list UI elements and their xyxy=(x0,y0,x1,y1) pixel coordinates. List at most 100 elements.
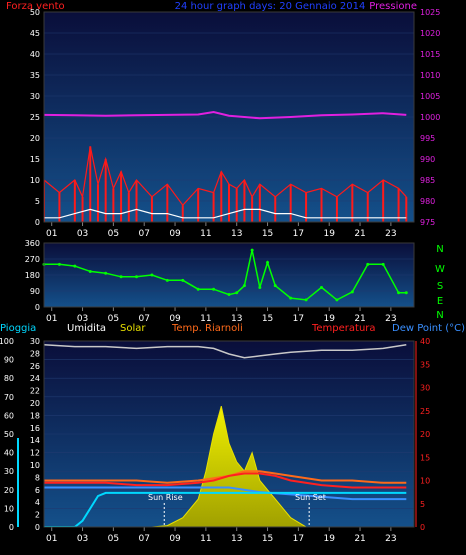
sunrise-label: Sun Rise xyxy=(148,493,183,502)
p1-x-tick-label: 07 xyxy=(138,229,149,239)
p1-right-tick-label: 975 xyxy=(420,218,435,227)
indoor-temp-line xyxy=(44,470,407,484)
compass-label: N xyxy=(436,244,443,255)
p3-humidity-tick-label: 20 xyxy=(4,486,14,495)
p3-rain-tick-label: 0 xyxy=(35,523,40,532)
p3-rain-tick-label: 14 xyxy=(30,436,40,445)
p3-x-tick-label: 17 xyxy=(293,534,304,544)
p3-rain-tick-label: 28 xyxy=(30,349,40,358)
p1-left-tick-label: 5 xyxy=(35,197,40,206)
humidity-line xyxy=(44,343,407,359)
p1-x-tick-label: 11 xyxy=(200,229,211,239)
p3-humidity-tick-label: 10 xyxy=(4,504,14,513)
p2-x-tick-label: 05 xyxy=(108,314,119,324)
p3-temp-tick-label: 10 xyxy=(420,477,430,486)
p1-right-tick-label: 1020 xyxy=(420,29,440,38)
p2-left-tick-label: 180 xyxy=(25,271,40,280)
p1-right-tick-label: 990 xyxy=(420,155,435,164)
p3-x-tick-label: 03 xyxy=(77,534,88,544)
p1-right-tick-label: 1000 xyxy=(420,113,440,122)
p1-right-tick-label: 1005 xyxy=(420,92,440,101)
p2-left-tick-label: 360 xyxy=(25,239,40,248)
p1-x-tick-label: 15 xyxy=(262,229,273,239)
solar-area xyxy=(151,405,308,527)
p3-x-tick-label: 13 xyxy=(231,534,242,544)
wind-direction-point xyxy=(320,285,323,289)
p3-rain-tick-label: 6 xyxy=(35,486,40,495)
p2-left-tick-label: 90 xyxy=(30,287,40,296)
p3-rain-tick-label: 8 xyxy=(35,473,40,482)
p2-left-tick-label: 270 xyxy=(25,255,40,264)
panel1-right-label: Pressione xyxy=(369,1,417,12)
p3-humidity-tick-label: 40 xyxy=(4,449,14,458)
wind-direction-point xyxy=(227,293,231,297)
p1-left-tick-label: 10 xyxy=(30,176,40,185)
p3-humidity-tick-label: 60 xyxy=(4,411,14,420)
wind-direction-point xyxy=(135,275,138,279)
p3-x-tick-label: 21 xyxy=(354,534,365,544)
p3-rain-tick-label: 16 xyxy=(30,424,40,433)
sunset-label: Sun Set xyxy=(295,493,326,502)
wind-direction-point xyxy=(366,262,370,266)
rain-line xyxy=(44,491,407,527)
p2-x-tick-label: 17 xyxy=(293,314,304,324)
wind-direction-point xyxy=(350,290,354,294)
p2-x-tick-label: 15 xyxy=(262,314,273,324)
wind-direction-point xyxy=(165,278,169,282)
p2-x-tick-label: 11 xyxy=(200,314,211,324)
p3-temp-tick-label: 40 xyxy=(420,337,430,346)
temperature-line xyxy=(44,472,407,489)
p1-left-tick-label: 45 xyxy=(30,29,40,38)
p1-right-tick-label: 980 xyxy=(420,197,435,206)
compass-label: W xyxy=(435,264,445,275)
p3-x-tick-label: 23 xyxy=(385,534,396,544)
p3-humidity-tick-label: 70 xyxy=(4,393,14,402)
p1-right-tick-label: 1010 xyxy=(420,71,440,80)
wind-direction-point xyxy=(304,298,308,302)
panel3-series-group xyxy=(44,343,407,527)
wind-direction-point xyxy=(266,261,270,265)
p3-temp-tick-label: 20 xyxy=(420,430,430,439)
pressure-line xyxy=(44,110,407,120)
p3-rain-tick-label: 22 xyxy=(30,387,40,396)
wind-gust-line xyxy=(44,208,407,219)
data-marks xyxy=(42,110,408,527)
p2-x-tick-label: 19 xyxy=(323,314,335,324)
p2-x-tick-label: 03 xyxy=(77,314,88,324)
chart-title: 24 hour graph days: 20 Gennaio 2014 xyxy=(175,1,366,12)
dew-point-line xyxy=(44,486,407,501)
p3-temp-tick-label: 25 xyxy=(420,407,430,416)
p3-temp-tick-label: 35 xyxy=(420,360,430,369)
p3-x-tick-label: 09 xyxy=(169,534,181,544)
header-dew-point: Dew Point (°C) xyxy=(392,323,465,334)
compass-label: N xyxy=(436,310,443,321)
p3-x-tick-label: 11 xyxy=(200,534,211,544)
compass-label: E xyxy=(437,296,443,307)
panel1-left-label: Forza vento xyxy=(6,1,65,12)
wind-direction-point xyxy=(119,275,123,279)
p3-x-tick-label: 05 xyxy=(108,534,119,544)
p1-x-tick-label: 17 xyxy=(293,229,304,239)
panel-border xyxy=(43,11,415,223)
p1-x-tick-label: 09 xyxy=(169,229,181,239)
panel-border xyxy=(43,242,415,308)
p2-x-tick-label: 21 xyxy=(354,314,365,324)
p3-temp-tick-label: 30 xyxy=(420,384,430,393)
p1-left-tick-label: 50 xyxy=(30,8,40,17)
p1-right-tick-label: 1025 xyxy=(420,8,440,17)
header-temperatura: Temperatura xyxy=(311,323,376,334)
panel1-series-group xyxy=(44,110,408,222)
wind-direction-point xyxy=(104,271,108,275)
p1-right-tick-label: 985 xyxy=(420,176,435,185)
wind-direction-point xyxy=(242,284,246,288)
p1-right-tick-label: 995 xyxy=(420,134,435,143)
wind-direction-line xyxy=(44,249,407,301)
p3-x-tick-label: 15 xyxy=(262,534,273,544)
header-temp-riarnoli: Temp. Riarnoli xyxy=(171,323,243,334)
p3-rain-tick-label: 30 xyxy=(30,337,40,346)
wind-speed-line xyxy=(44,146,407,207)
wind-direction-point xyxy=(235,291,239,295)
compass-label: S xyxy=(437,281,443,292)
wind-direction-point xyxy=(88,269,92,273)
